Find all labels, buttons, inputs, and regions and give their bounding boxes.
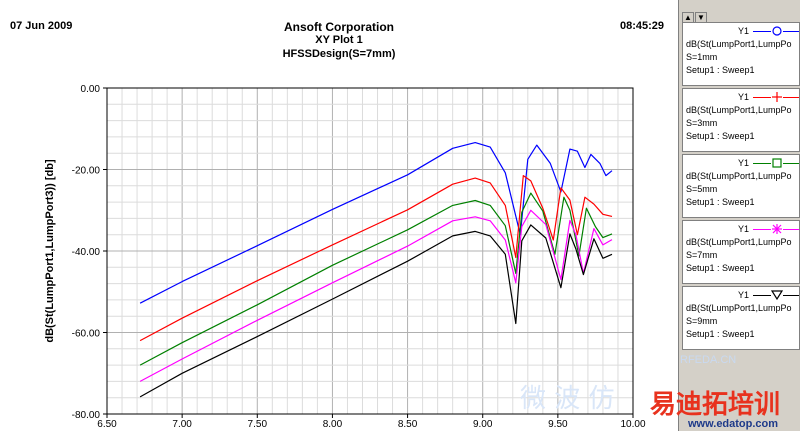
circle-marker-icon bbox=[771, 25, 783, 37]
legend-entry[interactable]: Y1 dB(St(LumpPort1,LumpPo S=3mm Setup1 : Sw… bbox=[682, 88, 800, 152]
legend-parameter: S=5mm bbox=[686, 184, 718, 194]
series-line-s7mm bbox=[139, 209, 613, 382]
y-tick-label: 0.00 bbox=[81, 84, 101, 95]
y-tick-label: -80.00 bbox=[72, 410, 101, 421]
legend-entry[interactable]: Y1 dB(St(LumpPort1,LumpPo S=7mm Setup1 : Sw… bbox=[682, 220, 800, 284]
legend-setup: Setup1 : Sweep1 bbox=[686, 263, 755, 273]
y-axis-label: dB(St(LumpPort1,LumpPort3)) [db] bbox=[44, 159, 56, 343]
star-marker-icon bbox=[771, 223, 783, 235]
legend-entry[interactable]: Y1 dB(St(LumpPort1,LumpPo S=1mm Setup1 : Sw… bbox=[682, 22, 800, 86]
legend-entry[interactable]: Y1 dB(St(LumpPort1,LumpPo S=5mm Setup1 : Sw… bbox=[682, 154, 800, 218]
y-tick-label: -20.00 bbox=[72, 166, 101, 177]
series-line-s3mm bbox=[139, 175, 613, 342]
design-name: HFSSDesign(S=7mm) bbox=[282, 48, 396, 60]
legend-setup: Setup1 : Sweep1 bbox=[686, 329, 755, 339]
plot-date: 07 Jun 2009 bbox=[10, 20, 73, 32]
legend-expression: dB(St(LumpPort1,LumpPo bbox=[686, 171, 792, 181]
square-marker-icon bbox=[771, 157, 783, 169]
x-tick-label: 7.50 bbox=[248, 419, 268, 430]
company-title: Ansoft Corporation bbox=[284, 20, 394, 34]
legend-parameter: S=7mm bbox=[686, 250, 718, 260]
plot-window: 07 Jun 2009 Ansoft Corporation XY Plot 1… bbox=[0, 0, 679, 431]
legend-expression: dB(St(LumpPort1,LumpPo bbox=[686, 303, 792, 313]
triangle-down-marker-icon bbox=[770, 289, 784, 301]
plot-time: 08:45:29 bbox=[619, 20, 664, 32]
x-tick-label: 7.00 bbox=[172, 419, 192, 430]
legend-panel: ▲ ▼ Y1 dB(St(LumpPort1,LumpPo S=1mm Setup1 :… bbox=[680, 0, 800, 431]
x-tick-label: 9.00 bbox=[473, 419, 493, 430]
xy-plot-chart: 6.50 7.00 7.50 8.00 8.50 9.00 9.50 10.00 0.00 -20… bbox=[44, 84, 646, 430]
legend-expression: dB(St(LumpPort1,LumpPo bbox=[686, 105, 792, 115]
legend-expression: dB(St(LumpPort1,LumpPo bbox=[686, 39, 792, 49]
legend-y-label: Y1 bbox=[738, 92, 750, 102]
legend-setup: Setup1 : Sweep1 bbox=[686, 131, 755, 141]
x-tick-label: 9.50 bbox=[548, 419, 568, 430]
legend-setup: Setup1 : Sweep1 bbox=[686, 65, 755, 75]
legend-y-label: Y1 bbox=[738, 290, 750, 300]
x-tick-label: 10.00 bbox=[620, 419, 645, 430]
series-line-s1mm bbox=[139, 142, 613, 304]
x-tick-label: 6.50 bbox=[97, 419, 117, 430]
plot-title: XY Plot 1 bbox=[315, 34, 363, 46]
legend-y-label: Y1 bbox=[738, 224, 750, 234]
y-tick-label: -40.00 bbox=[72, 247, 101, 258]
y-tick-label: -60.00 bbox=[72, 329, 101, 340]
x-tick-label: 8.50 bbox=[398, 419, 418, 430]
series-line-s5mm bbox=[139, 192, 613, 366]
legend-entry[interactable]: Y1 dB(St(LumpPort1,LumpPo S=9mm Setup1 : Sw… bbox=[682, 286, 800, 350]
legend-parameter: S=3mm bbox=[686, 118, 718, 128]
plus-marker-icon bbox=[771, 91, 783, 103]
x-tick-label: 8.00 bbox=[323, 419, 343, 430]
legend-setup: Setup1 : Sweep1 bbox=[686, 197, 755, 207]
legend-parameter: S=1mm bbox=[686, 52, 718, 62]
legend-y-label: Y1 bbox=[738, 158, 750, 168]
series-line-s9mm bbox=[139, 224, 613, 398]
legend-scroll-arrows: ▲ ▼ bbox=[682, 7, 708, 24]
legend-expression: dB(St(LumpPort1,LumpPo bbox=[686, 237, 792, 247]
legend-parameter: S=9mm bbox=[686, 316, 718, 326]
legend-y-label: Y1 bbox=[738, 26, 750, 36]
